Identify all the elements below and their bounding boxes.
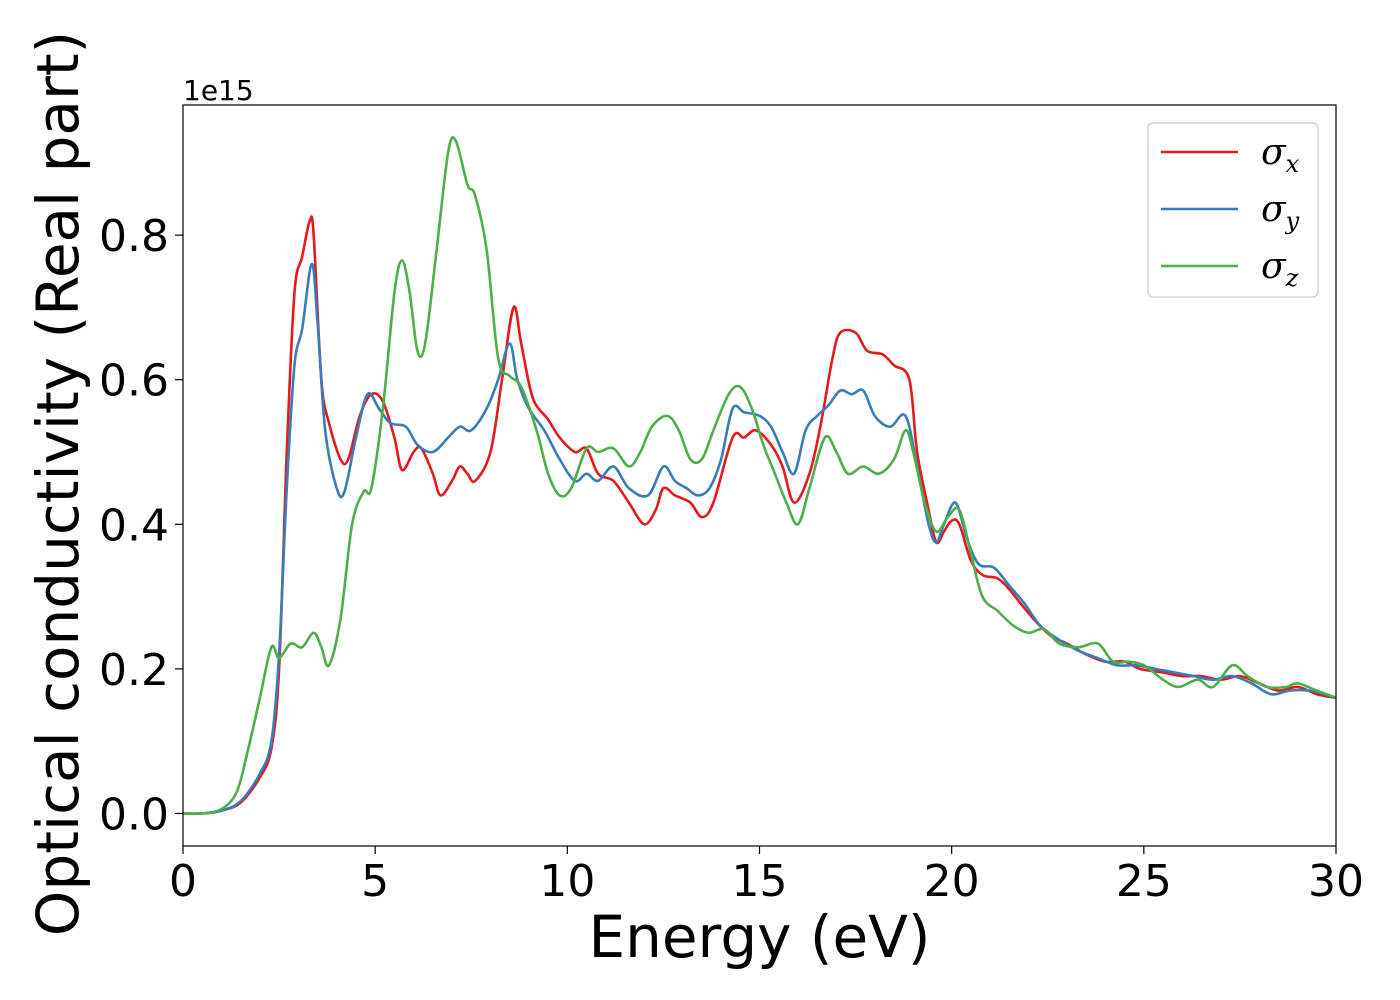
x-tick-label: 15 xyxy=(732,856,788,907)
x-tick-label: 0 xyxy=(169,856,197,907)
x-axis: 0 5 10 15 20 25 30 xyxy=(169,846,1364,907)
series-line-z xyxy=(183,136,1336,816)
y-tick-label: 0.6 xyxy=(99,356,169,407)
series-line-y xyxy=(183,262,1336,815)
x-tick-label: 30 xyxy=(1308,856,1364,907)
y-axis-title: Optical conductivity (Real part) xyxy=(24,31,92,936)
y-axis: 0.0 0.2 0.4 0.6 0.8 xyxy=(99,211,183,840)
legend-label-x: σx xyxy=(1261,132,1300,178)
legend-label-y: σy xyxy=(1261,189,1300,235)
legend-label-z: σz xyxy=(1261,246,1299,292)
y-tick-label: 0.4 xyxy=(99,500,169,551)
x-tick-label: 5 xyxy=(361,856,389,907)
legend: σx σy σz xyxy=(1147,122,1319,298)
y-tick-label: 0.8 xyxy=(99,211,169,262)
series-line-x xyxy=(183,215,1336,815)
x-tick-label: 10 xyxy=(539,856,595,907)
y-tick-label: 0.0 xyxy=(99,789,169,840)
x-axis-title: Energy (eV) xyxy=(588,903,930,971)
x-tick-label: 25 xyxy=(1116,856,1172,907)
y-offset-label: 1e15 xyxy=(183,74,254,107)
x-tick-label: 20 xyxy=(924,856,980,907)
series-layer xyxy=(183,136,1336,816)
y-tick-label: 0.2 xyxy=(99,645,169,696)
